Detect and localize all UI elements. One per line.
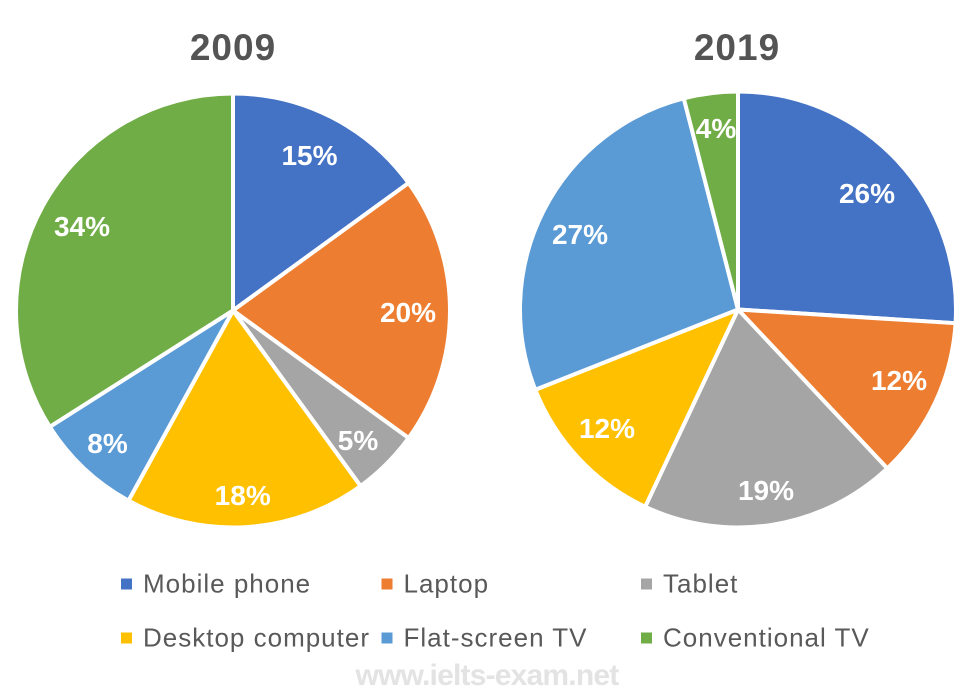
svg-text:www.ielts-exam.net: www.ielts-exam.net (355, 659, 620, 690)
svg-text:Conventional TV: Conventional TV (663, 623, 870, 653)
svg-text:18%: 18% (215, 480, 271, 511)
svg-text:Mobile phone: Mobile phone (143, 569, 311, 599)
svg-text:2009: 2009 (190, 27, 276, 68)
svg-text:2019: 2019 (694, 27, 780, 68)
svg-text:5%: 5% (338, 425, 379, 456)
svg-text:Tablet: Tablet (663, 569, 738, 599)
svg-text:15%: 15% (281, 140, 337, 171)
svg-text:4%: 4% (696, 113, 737, 144)
svg-text:8%: 8% (87, 428, 128, 459)
svg-text:12%: 12% (579, 413, 635, 444)
svg-text:20%: 20% (380, 297, 436, 328)
svg-text:Desktop computer: Desktop computer (143, 623, 370, 653)
svg-text:27%: 27% (552, 219, 608, 250)
svg-text:Flat-screen TV: Flat-screen TV (404, 623, 588, 653)
svg-text:12%: 12% (871, 365, 927, 396)
svg-text:19%: 19% (738, 475, 794, 506)
svg-text:34%: 34% (54, 211, 110, 242)
svg-text:26%: 26% (839, 178, 895, 209)
svg-text:Laptop: Laptop (404, 569, 490, 599)
